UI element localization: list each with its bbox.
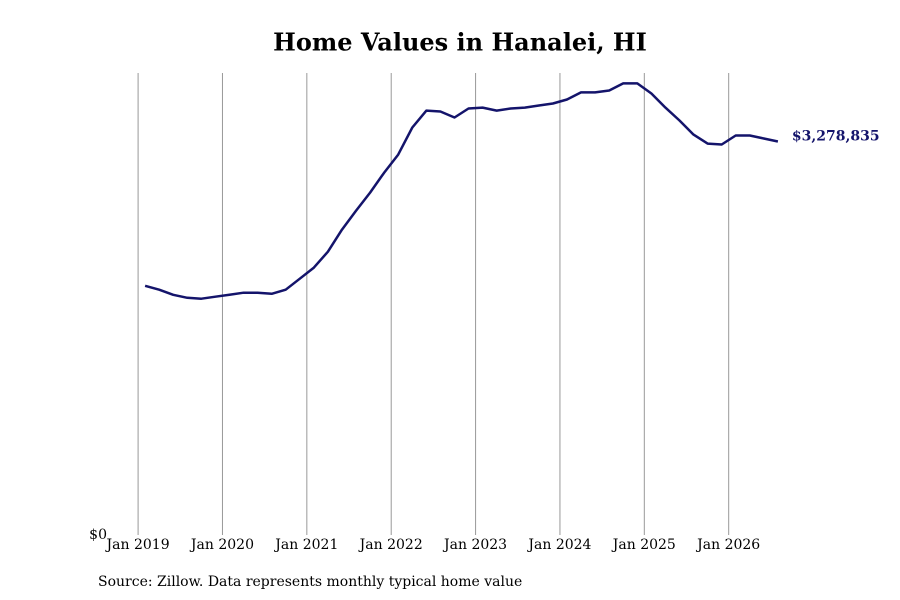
chart-title: Home Values in Hanalei, HI bbox=[273, 28, 647, 57]
y-tick-label: $0 bbox=[89, 527, 107, 543]
x-tick-label: Jan 2019 bbox=[105, 537, 170, 553]
x-tick-label: Jan 2021 bbox=[273, 537, 338, 553]
source-note: Source: Zillow. Data represents monthly … bbox=[98, 574, 522, 590]
x-tick-label: Jan 2022 bbox=[358, 537, 423, 553]
value-label: $3,278,835 bbox=[792, 129, 880, 145]
x-tick-label: Jan 2023 bbox=[442, 537, 507, 553]
x-tick-label: Jan 2026 bbox=[695, 537, 760, 553]
x-tick-label: Jan 2020 bbox=[189, 537, 254, 553]
line bbox=[144, 82, 779, 300]
x-tick-label: Jan 2024 bbox=[526, 537, 591, 553]
x-tick-label: Jan 2025 bbox=[611, 537, 676, 553]
